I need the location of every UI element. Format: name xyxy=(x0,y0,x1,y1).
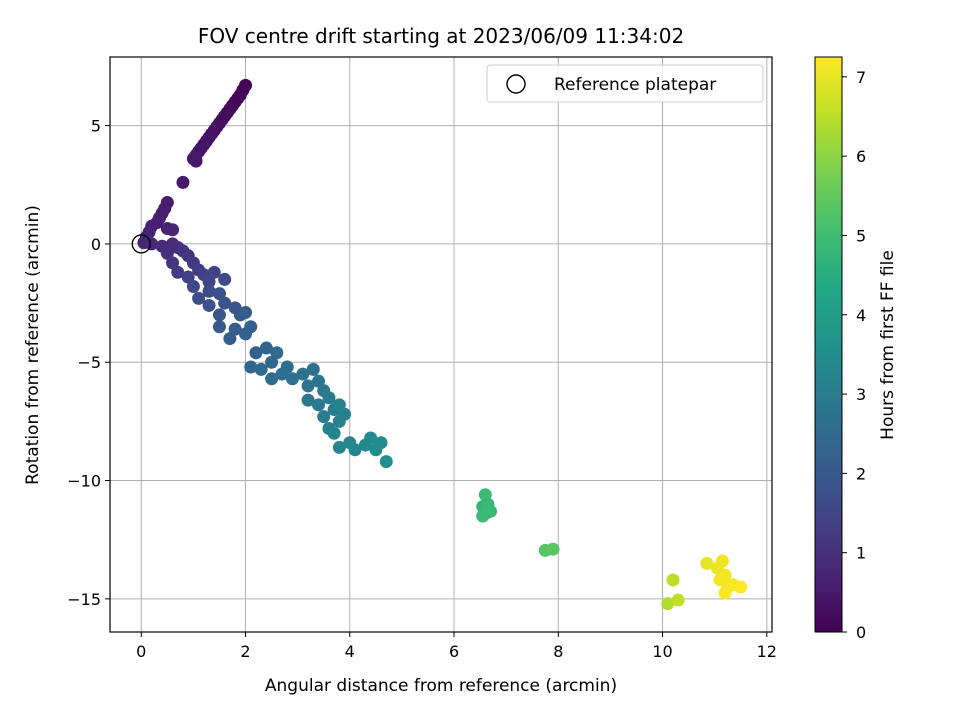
data-point xyxy=(202,284,216,298)
colorbar-tick-label: 6 xyxy=(856,147,866,166)
data-point xyxy=(700,556,714,570)
data-point xyxy=(166,256,180,270)
data-point xyxy=(265,372,279,386)
data-point xyxy=(332,440,346,454)
data-point xyxy=(285,372,299,386)
x-tick-label: 8 xyxy=(553,642,563,661)
legend-reference-marker xyxy=(506,74,526,94)
x-axis-ticks: 0 2 4 6 8 10 12 xyxy=(136,632,777,661)
data-point xyxy=(379,455,393,469)
data-point xyxy=(734,580,748,594)
colorbar-tick-label: 2 xyxy=(856,464,866,483)
data-point xyxy=(666,573,680,587)
data-point xyxy=(145,237,159,251)
x-tick-label: 12 xyxy=(757,642,777,661)
colorbar-ticks: 0 1 2 3 4 5 6 7 xyxy=(842,68,866,642)
colorbar-tick-label: 3 xyxy=(856,385,866,404)
data-point xyxy=(280,360,294,374)
data-point xyxy=(244,360,258,374)
x-tick-label: 2 xyxy=(240,642,250,661)
data-point xyxy=(338,407,352,421)
x-tick-label: 4 xyxy=(345,642,355,661)
data-point xyxy=(212,308,226,322)
data-point xyxy=(189,154,203,168)
data-point xyxy=(296,367,310,381)
grid xyxy=(110,57,772,632)
data-point xyxy=(332,398,346,412)
legend-entry-label: Reference platepar xyxy=(554,75,716,95)
data-point xyxy=(186,280,200,294)
data-point xyxy=(715,554,729,568)
data-point xyxy=(244,320,258,334)
data-point xyxy=(160,246,174,260)
x-axis-label: Angular distance from reference (arcmin) xyxy=(265,676,617,696)
data-point xyxy=(317,410,331,424)
y-axis-ticks: −15 −10 −5 0 5 xyxy=(67,117,110,609)
plot-frame xyxy=(109,56,773,633)
data-point xyxy=(306,362,320,376)
data-point xyxy=(192,291,206,305)
data-points xyxy=(137,78,748,611)
colorbar xyxy=(814,56,843,633)
colorbar-tick-label: 4 xyxy=(856,306,866,325)
data-point xyxy=(312,398,326,412)
data-point xyxy=(301,379,315,393)
data-point xyxy=(202,275,216,289)
data-point xyxy=(239,306,253,320)
chart-title: FOV centre drift starting at 2023/06/09 … xyxy=(198,24,684,48)
data-point xyxy=(259,341,273,355)
data-point xyxy=(249,346,263,360)
data-point xyxy=(212,287,226,301)
data-point xyxy=(218,272,232,286)
data-point xyxy=(322,391,336,405)
data-point xyxy=(228,322,242,336)
data-point xyxy=(181,270,195,284)
data-point xyxy=(166,223,180,237)
data-point xyxy=(364,431,378,445)
data-point xyxy=(265,355,279,369)
reference-platepar-marker xyxy=(131,234,151,254)
data-point xyxy=(176,175,190,189)
data-point xyxy=(171,265,185,279)
colorbar-label: Hours from first FF file xyxy=(878,250,898,440)
x-tick-label: 0 xyxy=(136,642,146,661)
data-point xyxy=(671,593,685,607)
data-point xyxy=(270,346,284,360)
colorbar-tick-label: 7 xyxy=(856,68,866,87)
data-point xyxy=(254,362,268,376)
x-tick-label: 10 xyxy=(652,642,672,661)
colorbar-tick-label: 5 xyxy=(856,226,866,245)
data-point xyxy=(218,296,232,310)
colorbar-tick-label: 0 xyxy=(856,623,866,642)
x-tick-label: 6 xyxy=(449,642,459,661)
data-point xyxy=(207,265,221,279)
y-tick-label: 0 xyxy=(91,235,101,254)
data-point xyxy=(348,443,362,457)
data-point xyxy=(301,393,315,407)
legend: Reference platepar xyxy=(486,64,764,103)
data-point xyxy=(327,426,341,440)
data-point xyxy=(312,374,326,388)
data-point xyxy=(202,298,216,312)
y-tick-label: −10 xyxy=(67,472,101,491)
data-point xyxy=(223,332,237,346)
colorbar-tick-label: 1 xyxy=(856,544,866,563)
data-point xyxy=(374,436,388,450)
y-tick-label: −5 xyxy=(77,353,101,372)
data-point xyxy=(476,509,490,523)
data-point xyxy=(212,320,226,334)
legend-box xyxy=(486,64,764,103)
data-point xyxy=(546,542,560,556)
data-point xyxy=(661,597,675,611)
data-point xyxy=(718,586,732,600)
y-tick-label: 5 xyxy=(91,117,101,136)
data-point xyxy=(478,488,492,502)
y-tick-label: −15 xyxy=(67,590,101,609)
y-axis-label: Rotation from reference (arcmin) xyxy=(23,205,43,485)
